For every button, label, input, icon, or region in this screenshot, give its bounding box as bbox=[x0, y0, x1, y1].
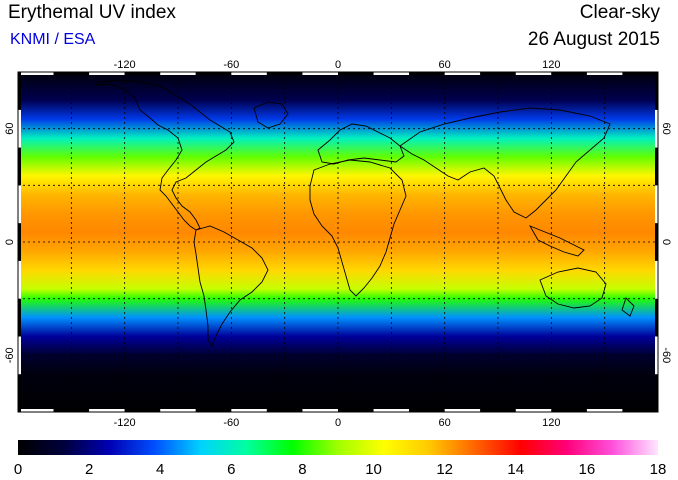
uv-map: -120 -60 0 60 120 -120 -60 0 60 120 60 0 -60 60 0 -6… bbox=[4, 59, 672, 429]
longitude-label: 120 bbox=[542, 59, 560, 71]
colorbar-tick-label: 4 bbox=[156, 461, 164, 478]
map-date: 26 August 2015 bbox=[527, 29, 660, 50]
graticule bbox=[18, 72, 658, 412]
colorbar-tick-label: 8 bbox=[298, 461, 306, 478]
longitude-labels-top: -120 -60 0 60 120 bbox=[114, 59, 561, 71]
map-title: Erythemal UV index bbox=[8, 2, 176, 23]
map-source: KNMI / ESA bbox=[10, 31, 96, 48]
longitude-label: 120 bbox=[542, 417, 560, 429]
longitude-label: 0 bbox=[335, 59, 341, 71]
longitude-label: -120 bbox=[114, 59, 136, 71]
colorbar-fill bbox=[18, 440, 658, 455]
longitude-label: 0 bbox=[335, 417, 341, 429]
longitude-label: 60 bbox=[439, 59, 451, 71]
axis-ticks bbox=[18, 72, 658, 412]
colorbar-tick-label: 6 bbox=[227, 461, 235, 478]
latitude-label: -60 bbox=[4, 347, 16, 363]
longitude-label: -60 bbox=[223, 59, 239, 71]
latitude-labels-left: 60 0 -60 bbox=[4, 123, 16, 364]
colorbar-tick-label: 14 bbox=[507, 461, 524, 478]
map-frame bbox=[17, 71, 659, 413]
longitude-label: -120 bbox=[114, 417, 136, 429]
colorbar-labels: 0 2 4 6 8 10 12 14 16 18 bbox=[14, 461, 667, 478]
latitude-label: 60 bbox=[660, 123, 672, 135]
sky-condition: Clear-sky bbox=[579, 2, 660, 23]
latitude-label: 0 bbox=[660, 239, 672, 245]
colorbar-tick-label: 16 bbox=[579, 461, 596, 478]
colorbar-tick-label: 12 bbox=[436, 461, 453, 478]
colorbar-tick-label: 2 bbox=[85, 461, 93, 478]
latitude-label: -60 bbox=[660, 347, 672, 363]
colorbar: 0 2 4 6 8 10 12 14 16 18 bbox=[14, 440, 667, 478]
colorbar-tick-label: 0 bbox=[14, 461, 22, 478]
longitude-label: 60 bbox=[439, 417, 451, 429]
latitude-labels-right: 60 0 -60 bbox=[660, 123, 672, 364]
latitude-label: 60 bbox=[4, 123, 16, 135]
latitude-label: 0 bbox=[4, 239, 16, 245]
colorbar-tick-label: 18 bbox=[650, 461, 667, 478]
colorbar-tick-label: 10 bbox=[365, 461, 382, 478]
longitude-labels-bottom: -120 -60 0 60 120 bbox=[114, 417, 561, 429]
longitude-label: -60 bbox=[223, 417, 239, 429]
coastlines bbox=[94, 79, 635, 347]
